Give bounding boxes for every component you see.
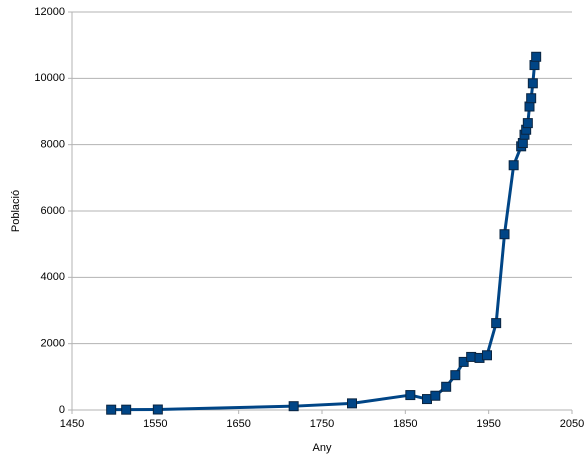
marker (405, 390, 416, 401)
x-axis-title: Any (313, 442, 332, 454)
y-tick-label: 4000 (41, 271, 65, 283)
marker (482, 350, 492, 361)
marker (441, 381, 452, 392)
x-tick-label: 2050 (560, 418, 584, 430)
x-tick-label: 1850 (393, 418, 417, 430)
marker (499, 229, 510, 240)
marker (106, 404, 117, 415)
marker (508, 160, 519, 171)
marker (466, 351, 477, 362)
marker (491, 318, 502, 329)
marker (531, 51, 542, 62)
marker (430, 390, 441, 401)
x-tick-label: 1950 (476, 418, 500, 430)
y-tick-label: 10000 (34, 72, 65, 84)
y-axis-title: Població (10, 190, 22, 232)
y-tick-label: 0 (59, 404, 65, 416)
marker (288, 401, 299, 412)
marker (527, 78, 538, 89)
x-tick-label: 1550 (143, 418, 167, 430)
marker (524, 101, 535, 112)
marker (522, 118, 533, 129)
marker (121, 404, 132, 415)
marker (526, 93, 537, 104)
marker (422, 394, 432, 405)
y-tick-label: 8000 (41, 139, 65, 151)
y-tick-label: 2000 (41, 338, 65, 350)
marker (347, 398, 357, 409)
marker (517, 138, 528, 149)
x-tick-label: 1750 (310, 418, 334, 430)
marker (450, 370, 461, 381)
x-tick-label: 1650 (226, 418, 250, 430)
marker (152, 404, 163, 415)
y-tick-label: 6000 (41, 205, 65, 217)
y-tick-label: 12000 (34, 6, 65, 18)
x-tick-label: 1450 (60, 418, 84, 430)
marker (529, 60, 540, 71)
